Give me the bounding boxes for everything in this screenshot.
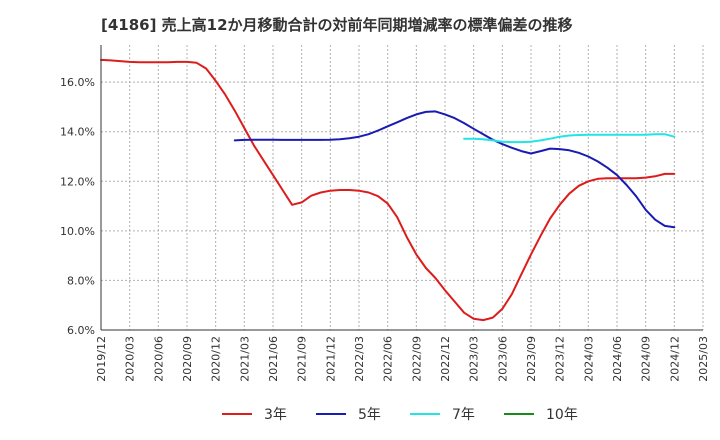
x-tick-labels: 2019/12 2020/03 2020/06 2020/09 2020/12 2021/… xyxy=(95,336,710,382)
legend: 3年 5年 7年 10年 xyxy=(222,407,578,423)
series-line-3 xyxy=(463,133,676,144)
x-tick-label: 2021/09 xyxy=(296,336,309,382)
x-tick-label: 2024/06 xyxy=(611,336,624,382)
x-tick-label: 2019/12 xyxy=(95,336,108,382)
x-tick-label: 2023/06 xyxy=(496,336,509,382)
x-tick-label: 2022/03 xyxy=(353,336,366,382)
y-tick-label: 16.0% xyxy=(60,76,95,89)
series-line-2 xyxy=(233,110,676,229)
x-tick-label: 2020/03 xyxy=(124,336,137,382)
y-tick-label: 14.0% xyxy=(60,126,95,139)
series-lines xyxy=(100,58,676,322)
y-tick-label: 6.0% xyxy=(67,324,95,337)
legend-label-3: 7年 xyxy=(452,407,475,423)
y-tick-label: 8.0% xyxy=(67,274,95,287)
axes xyxy=(100,45,703,331)
grid xyxy=(100,45,704,331)
y-tick-label: 10.0% xyxy=(60,225,95,238)
x-tick-label: 2021/06 xyxy=(267,336,280,382)
series-line-1 xyxy=(100,58,676,322)
x-tick-label: 2024/09 xyxy=(640,336,653,382)
y-tick-labels: 6.0% 8.0% 10.0% 12.0% 14.0% 16.0% xyxy=(60,76,95,337)
x-tick-label: 2022/06 xyxy=(382,336,395,382)
y-tick-label: 12.0% xyxy=(60,175,95,188)
x-tick-label: 2022/09 xyxy=(410,336,423,382)
x-tick-label: 2020/12 xyxy=(210,336,223,382)
x-tick-label: 2022/12 xyxy=(439,336,452,382)
legend-label-4: 10年 xyxy=(546,407,578,423)
x-tick-label: 2021/12 xyxy=(324,336,337,382)
x-tick-label: 2024/12 xyxy=(668,336,681,382)
legend-label-1: 3年 xyxy=(264,407,287,423)
x-tick-label: 2020/06 xyxy=(152,336,165,382)
x-tick-label: 2021/03 xyxy=(238,336,251,382)
chart-title: [4186] 売上高12か月移動合計の対前年同期増減率の標準偏差の推移 xyxy=(101,16,573,34)
x-tick-label: 2023/12 xyxy=(554,336,567,382)
legend-label-2: 5年 xyxy=(358,407,381,423)
x-tick-label: 2023/09 xyxy=(525,336,538,382)
x-tick-label: 2024/03 xyxy=(582,336,595,382)
x-tick-label: 2023/03 xyxy=(468,336,481,382)
x-tick-label: 2020/09 xyxy=(181,336,194,382)
x-tick-label: 2025/03 xyxy=(697,336,710,382)
